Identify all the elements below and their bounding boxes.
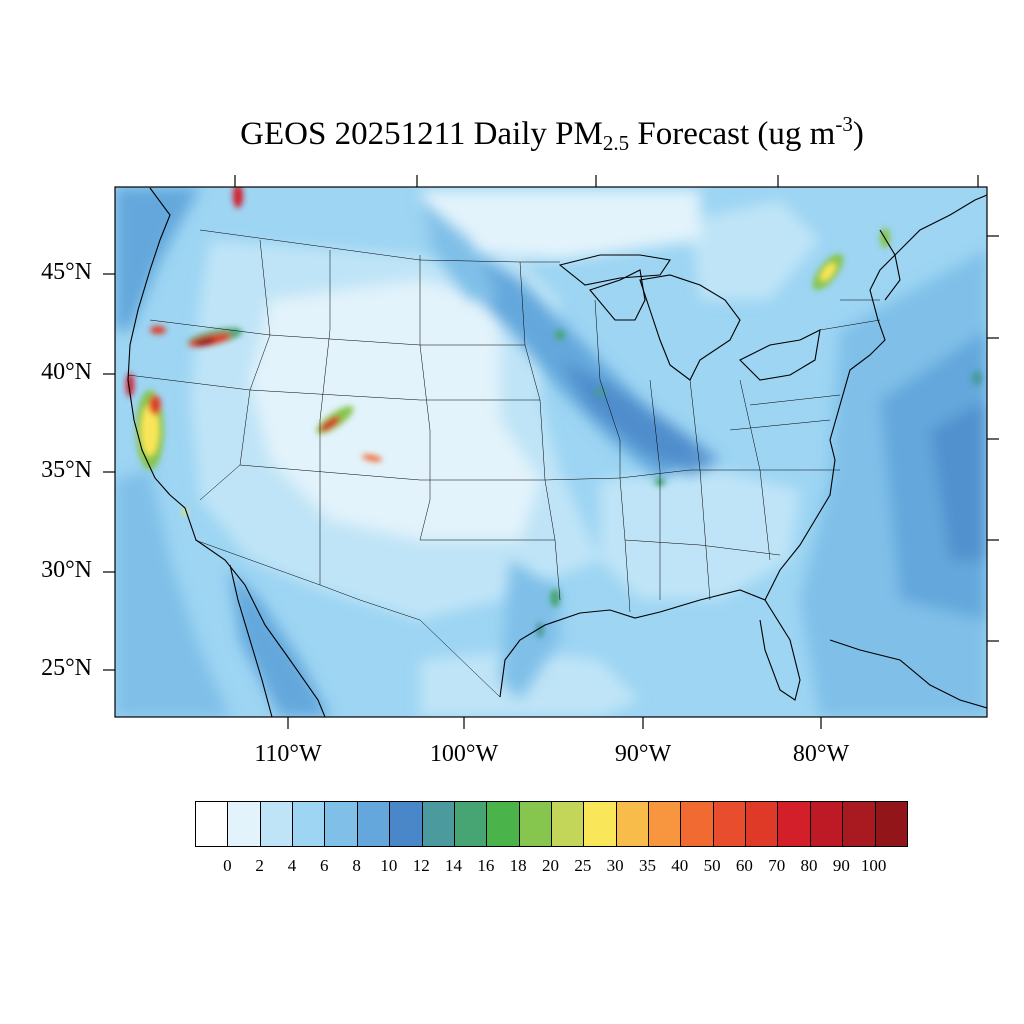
colorbar-box <box>293 802 326 846</box>
colorbar-tick-label: 20 <box>542 856 559 875</box>
colorbar-box <box>649 802 682 846</box>
concentration-field <box>115 187 987 717</box>
colorbar-box <box>843 802 876 846</box>
map-title: GEOS 20251211 Daily PM2.5 Forecast (ug m… <box>240 112 864 155</box>
colorbar-box <box>422 802 455 846</box>
colorbar-box <box>551 802 585 846</box>
coastlines <box>127 187 987 717</box>
colorbar-box <box>390 802 423 846</box>
colorbar-tick-label: 2 <box>255 856 264 875</box>
lon-label-90w: 90°W <box>614 741 672 767</box>
lat-label-45n: 45°N <box>41 259 92 285</box>
colorbar-box <box>454 802 488 846</box>
colorbar <box>195 801 908 847</box>
colorbar-tick-label: 14 <box>445 856 463 875</box>
colorbar-tick-label: 12 <box>412 856 430 875</box>
colorbar-box <box>196 802 229 846</box>
colorbar-box <box>746 802 779 846</box>
colorbar-tick-label: 18 <box>509 856 527 875</box>
colorbar-tick-label: 90 <box>832 856 850 875</box>
colorbar-box <box>713 802 747 846</box>
colorbar-tick-label: 70 <box>768 856 786 875</box>
lat-label-40n: 40°N <box>41 359 92 385</box>
colorbar-box <box>228 802 261 846</box>
colorbar-box <box>778 802 811 846</box>
colorbar-box <box>357 802 391 846</box>
colorbar-box <box>616 802 650 846</box>
colorbar-tick-label: 6 <box>320 856 329 875</box>
colorbar-tick-label: 50 <box>703 856 721 875</box>
colorbar-box <box>584 802 617 846</box>
colorbar-tick-label: 0 <box>223 856 232 875</box>
colorbar-tick-label: 60 <box>735 856 753 875</box>
colorbar-box <box>325 802 358 846</box>
lat-label-35n: 35°N <box>41 457 92 483</box>
colorbar-tick-label: 80 <box>800 856 818 875</box>
colorbar-tick-label: 40 <box>671 856 689 875</box>
colorbar-tick-label: 16 <box>477 856 495 875</box>
axis-ticks <box>103 175 999 729</box>
colorbar-box <box>875 802 907 846</box>
colorbar-tick-label: 10 <box>380 856 398 875</box>
colorbar-tick-label: 4 <box>287 856 297 875</box>
map-frame <box>114 186 988 718</box>
colorbar-tick-label: 30 <box>606 856 624 875</box>
colorbar-box <box>681 802 714 846</box>
colorbar-box <box>519 802 552 846</box>
lat-label-25n: 25°N <box>41 655 92 681</box>
lat-label-30n: 30°N <box>41 557 92 583</box>
lon-label-100w: 100°W <box>429 741 499 767</box>
lon-label-110w: 110°W <box>254 741 322 767</box>
hotspots <box>126 187 982 638</box>
lon-label-80w: 80°W <box>792 741 850 767</box>
colorbar-box <box>810 802 844 846</box>
colorbar-tick-label: 100 <box>860 856 887 875</box>
colorbar-box <box>260 802 294 846</box>
colorbar-tick-label: 35 <box>638 856 656 875</box>
colorbar-tick-label: 25 <box>574 856 592 875</box>
colorbar-tick-label: 8 <box>352 856 361 875</box>
colorbar-box <box>487 802 520 846</box>
state-boundaries <box>127 187 980 698</box>
